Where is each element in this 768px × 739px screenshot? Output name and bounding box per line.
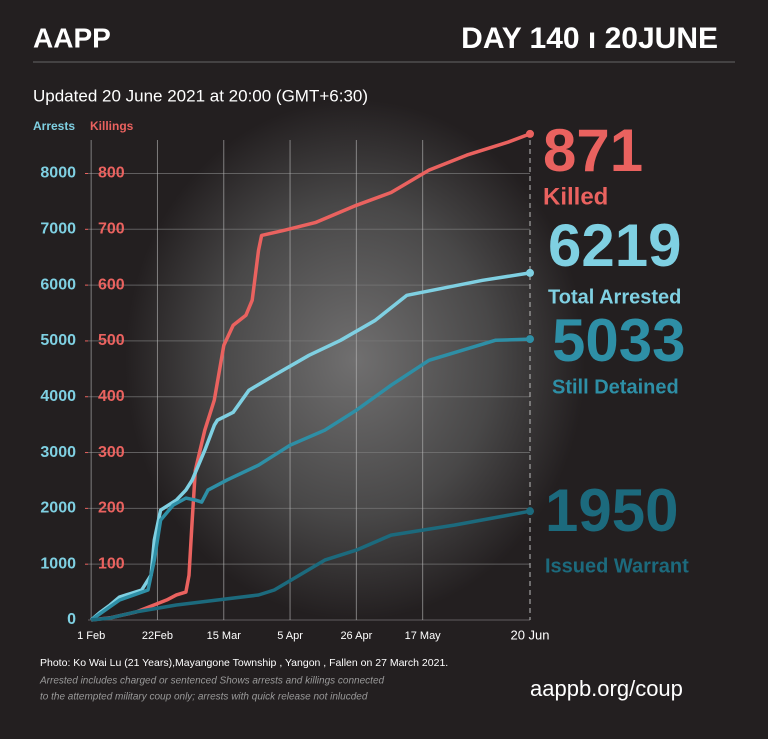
end-point — [526, 129, 534, 138]
footnote: Arrested includes charged or sentenced S… — [39, 676, 385, 687]
y-tick-label: 6000 — [40, 276, 76, 293]
x-tick-label: 22Feb — [142, 630, 173, 642]
y-tick-label: 8000 — [40, 165, 76, 182]
legend-label: Issued Warrant — [545, 555, 689, 577]
y-tick-label: 0 — [67, 611, 76, 628]
y-tick-label: 4000 — [40, 388, 76, 405]
y-tick-label: 1000 — [40, 555, 76, 572]
series-line — [90, 132, 531, 622]
day-label: DAY 140 ı 20JUNE — [461, 22, 718, 55]
y-axis-label: Arrests — [33, 119, 75, 133]
photo-backdrop — [125, 100, 585, 620]
x-tick-label: 1 Feb — [77, 630, 105, 642]
footnote: to the attempted military coup only; arr… — [40, 692, 368, 703]
series-line — [90, 337, 531, 622]
subtitle: Updated 20 June 2021 at 20:00 (GMT+6:30) — [33, 86, 368, 105]
y2-tick-label: 800 — [98, 165, 125, 182]
y-tick-label: 7000 — [40, 221, 76, 238]
brand: AAPP — [33, 22, 111, 53]
x-tick-label: 26 Apr — [340, 630, 372, 642]
series-line — [91, 509, 531, 622]
total-number: 871 — [543, 117, 643, 184]
y-tick-label: 3000 — [40, 444, 76, 461]
end-point — [526, 507, 534, 516]
photo-credit: Photo: Ko Wai Lu (21 Years),Mayangone To… — [40, 657, 448, 669]
y-tick-label: 2000 — [40, 500, 76, 517]
url: aappb.org/coup — [530, 676, 683, 701]
y2-tick-label: 600 — [98, 276, 125, 293]
y2-tick-label: 300 — [98, 444, 125, 461]
series-line — [90, 271, 531, 622]
end-point — [526, 268, 534, 277]
total-number: 5033 — [552, 307, 685, 374]
end-point — [526, 335, 534, 344]
legend-label: Total Arrested — [548, 286, 681, 308]
y2-tick-label: 100 — [98, 555, 125, 572]
x-tick-label: 17 May — [405, 630, 442, 642]
legend-label: Killed — [543, 183, 608, 210]
total-number: 1950 — [545, 477, 678, 544]
total-number: 6219 — [548, 212, 681, 279]
legend-label: Still Detained — [552, 376, 679, 398]
y2-tick-label: 400 — [98, 388, 125, 405]
x-tick-label: 15 Mar — [207, 630, 242, 642]
plot: 0 1000 2000 3000 4000 5000 6000 7000 8000 100 200 3… — [40, 129, 550, 642]
y2-tick-label: 200 — [98, 500, 125, 517]
y-tick-label: 5000 — [40, 332, 76, 349]
y2-axis-label: Killings — [90, 119, 134, 133]
x-tick-label: 20 Jun — [510, 627, 549, 642]
y2-tick-label: 700 — [98, 221, 125, 238]
y2-tick-label: 500 — [98, 332, 125, 349]
x-tick-label: 5 Apr — [277, 630, 303, 642]
